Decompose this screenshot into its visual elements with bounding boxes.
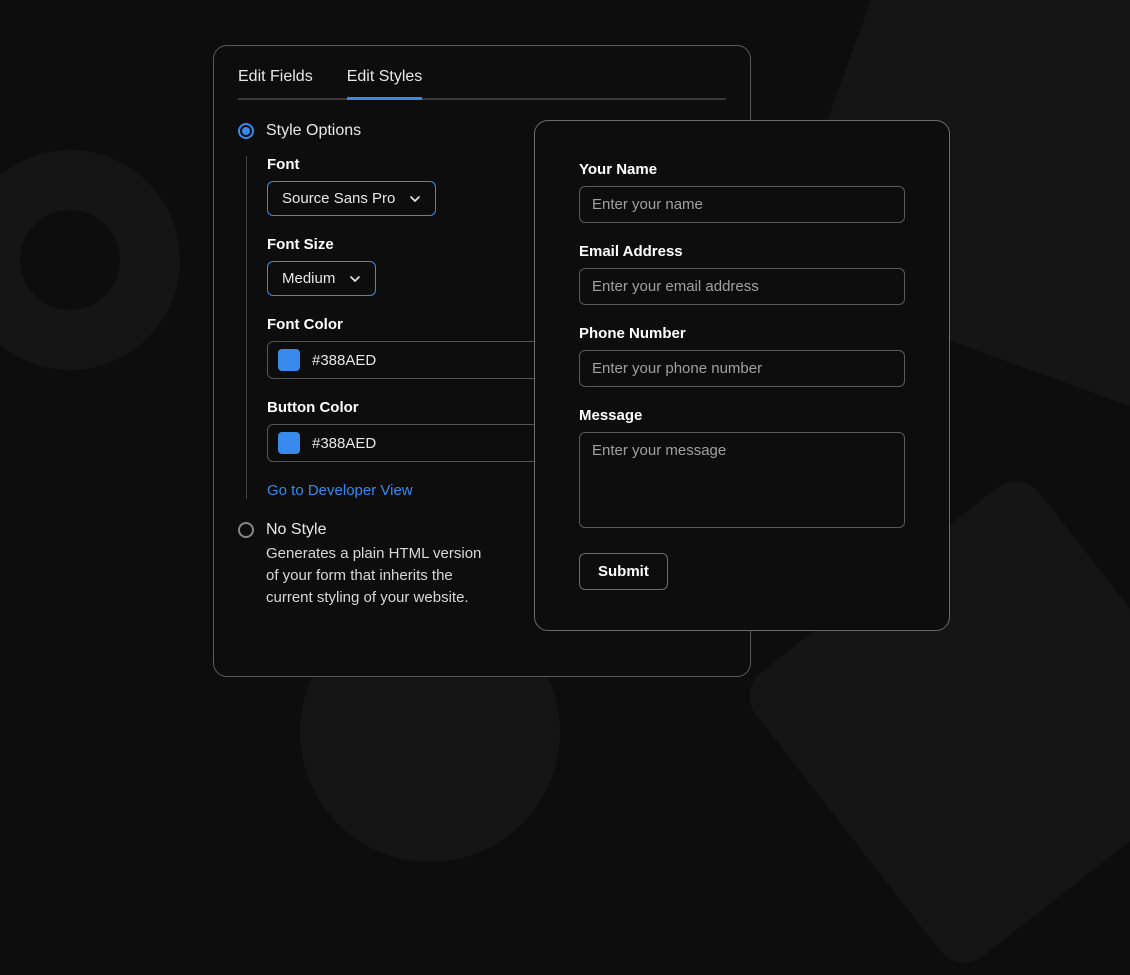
font-size-select-value: Medium [282,270,335,287]
radio-label: Style Options [266,122,361,140]
font-color-value: #388AED [312,352,376,369]
name-label: Your Name [579,161,905,178]
form-preview-panel: Your Name Email Address Phone Number Mes… [534,120,950,631]
color-swatch [278,432,300,454]
radio-selected-icon [238,123,254,139]
chevron-down-icon [349,273,361,285]
email-label: Email Address [579,243,905,260]
font-select[interactable]: Source Sans Pro [267,181,436,216]
radio-unselected-icon [238,522,254,538]
tab-bar: Edit Fields Edit Styles [238,68,726,100]
button-color-value: #388AED [312,435,376,452]
submit-button[interactable]: Submit [579,553,668,590]
email-input[interactable] [579,268,905,305]
bg-decoration [0,150,180,370]
tab-edit-styles[interactable]: Edit Styles [347,68,423,98]
message-label: Message [579,407,905,424]
tab-edit-fields[interactable]: Edit Fields [238,68,313,98]
color-swatch [278,349,300,371]
radio-label: No Style [266,521,326,539]
chevron-down-icon [409,193,421,205]
name-input[interactable] [579,186,905,223]
phone-input[interactable] [579,350,905,387]
font-size-select[interactable]: Medium [267,261,376,296]
font-select-value: Source Sans Pro [282,190,395,207]
message-input[interactable] [579,432,905,528]
no-style-description: Generates a plain HTML version of your f… [266,543,486,608]
phone-label: Phone Number [579,325,905,342]
